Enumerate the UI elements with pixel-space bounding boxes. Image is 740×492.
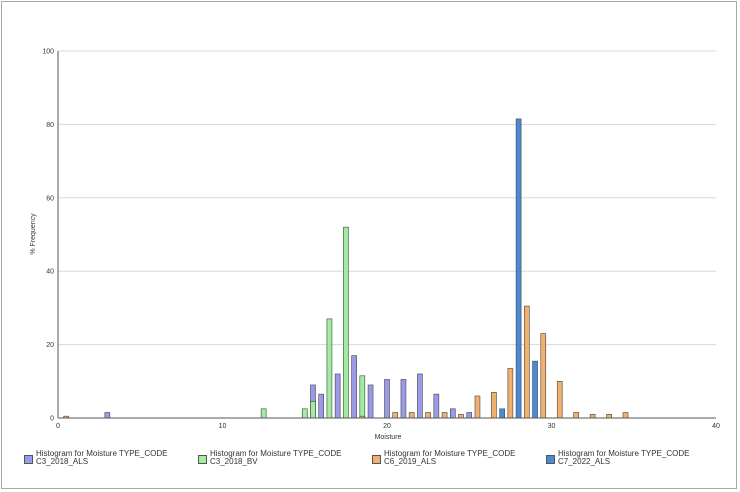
bar-c3-2018-als — [367, 384, 374, 419]
bar-c6-2019-als — [589, 414, 596, 419]
legend-item-c3-2018-bv[interactable]: Histogram for Moisture TYPE_CODE C3_2018… — [198, 450, 341, 466]
legend-label-line1: Histogram for Moisture TYPE_CODE — [384, 449, 516, 458]
bar-c7-2022-als — [515, 118, 522, 419]
bar-c6-2019-als — [408, 412, 415, 419]
bar-c6-2019-als — [524, 305, 530, 419]
bar-c6-2019-als — [622, 412, 629, 419]
bar-c3-2018-als — [334, 373, 341, 419]
bar-c3-2018-bv — [310, 401, 316, 419]
bar-c3-2018-als — [384, 379, 390, 419]
y-tick-label: 0 — [50, 416, 54, 423]
tick-labels: 0 20 40 60 80 100 0 10 20 30 40 — [42, 49, 720, 431]
bar-c3-2018-als — [433, 393, 440, 419]
x-axis-label: Moisture — [375, 434, 402, 441]
bar-c3-2018-bv — [359, 375, 366, 419]
legend-label-line1: Histogram for Moisture TYPE_CODE — [558, 449, 690, 458]
gridlines — [58, 50, 716, 419]
y-axis-label: % Frequency — [30, 213, 37, 255]
y-tick-label: 60 — [46, 195, 54, 202]
y-tick-label: 20 — [46, 342, 54, 349]
bar-c6-2019-als — [425, 412, 431, 419]
y-tick-label: 40 — [46, 269, 54, 276]
legend-swatch — [546, 455, 555, 464]
legend: Histogram for Moisture TYPE_CODE C3_2018… — [0, 450, 740, 486]
bar-c3-2018-als — [449, 408, 456, 419]
legend-label-line2: C3_2018_BV — [210, 457, 258, 466]
x-tick-label: 10 — [219, 423, 227, 430]
bar-c3-2018-als — [104, 412, 111, 419]
bar-c6-2019-als — [458, 414, 464, 419]
bar-c6-2019-als — [491, 392, 497, 419]
legend-label-line2: C6_2019_ALS — [384, 457, 437, 466]
bar-c6-2019-als — [441, 412, 448, 419]
legend-item-c7-2022-als[interactable]: Histogram for Moisture TYPE_CODE C7_2022… — [546, 450, 689, 466]
y-tick-label: 80 — [46, 122, 54, 129]
legend-swatch — [372, 455, 381, 464]
bar-c3-2018-als — [466, 412, 473, 419]
bar-c7-2022-als — [499, 408, 505, 419]
legend-swatch — [24, 455, 33, 464]
y-tick-label: 100 — [42, 49, 54, 56]
legend-label-line2: C3_2018_ALS — [36, 457, 89, 466]
bar-c6-2019-als — [540, 333, 547, 419]
legend-item-c6-2019-als[interactable]: Histogram for Moisture TYPE_CODE C6_2019… — [372, 450, 515, 466]
bar-c3-2018-bv — [326, 318, 333, 419]
bar-c3-2018-bv — [260, 408, 267, 419]
bar-c3-2018-bv — [301, 408, 308, 419]
legend-label-line1: Histogram for Moisture TYPE_CODE — [36, 449, 168, 458]
bar-c6-2019-als — [507, 368, 514, 419]
bar-c6-2019-als — [474, 395, 481, 419]
bar-c3-2018-als — [351, 355, 357, 419]
bar-c3-2018-als — [400, 379, 407, 419]
legend-item-c3-2018-als[interactable]: Histogram for Moisture TYPE_CODE C3_2018… — [24, 450, 167, 466]
legend-label-line1: Histogram for Moisture TYPE_CODE — [210, 449, 342, 458]
bar-c3-2018-als — [318, 393, 325, 419]
bar-c6-2019-als — [573, 412, 579, 419]
bar-c7-2022-als — [532, 360, 538, 419]
histogram-chart: 0 20 40 60 80 100 0 10 20 30 40 Moisture % Frequen… — [30, 49, 720, 442]
axes — [57, 51, 716, 419]
bar-c6-2019-als — [606, 414, 612, 419]
plot-area — [58, 51, 716, 418]
bar-c6-2019-als — [392, 412, 399, 419]
x-tick-label: 30 — [548, 423, 556, 430]
x-tick-label: 0 — [56, 423, 60, 430]
legend-swatch — [198, 455, 207, 464]
bar-c3-2018-bv — [343, 226, 349, 419]
bar-c3-2018-als — [417, 373, 423, 419]
x-tick-label: 40 — [712, 423, 720, 430]
bar-c6-2019-als — [556, 380, 563, 419]
legend-label-line2: C7_2022_ALS — [558, 457, 611, 466]
x-tick-label: 20 — [383, 423, 391, 430]
